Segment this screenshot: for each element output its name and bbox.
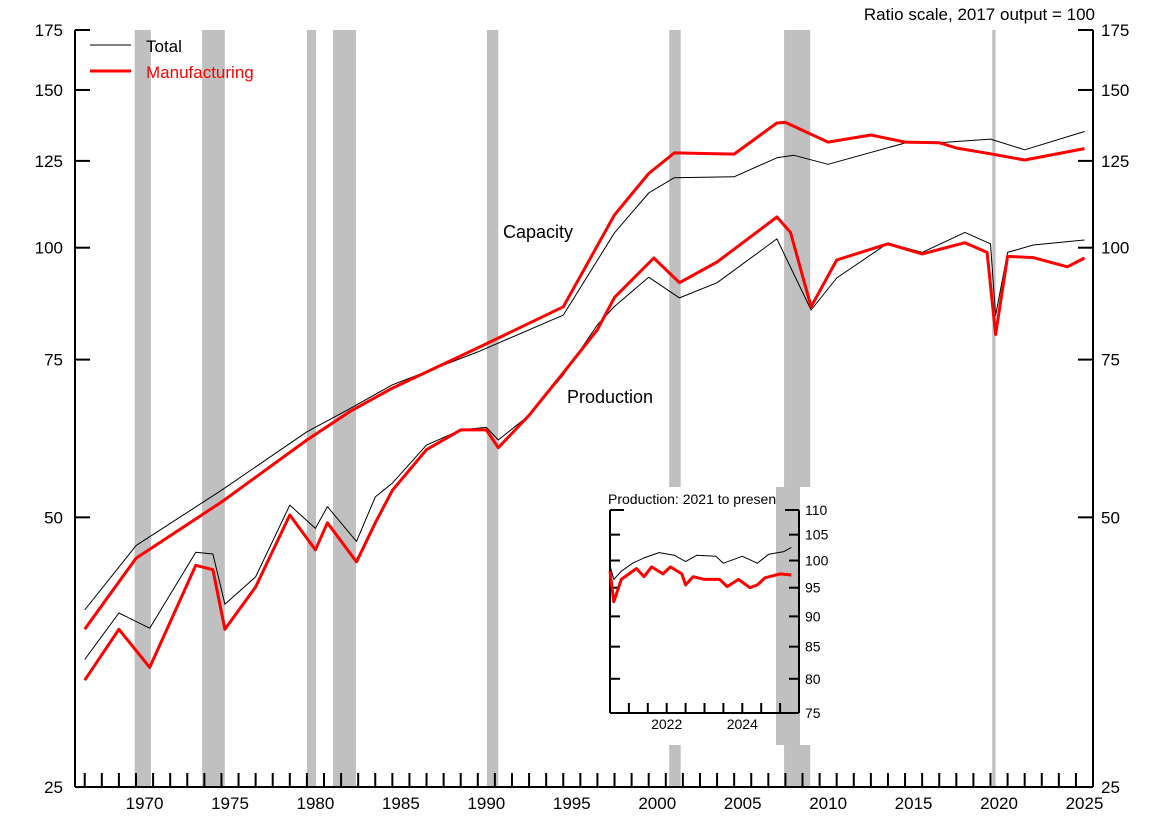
x-tick-label: 2010 xyxy=(809,794,847,813)
x-tick-label: 2015 xyxy=(895,794,933,813)
y-tick-label-left: 75 xyxy=(44,351,63,370)
legend-label-total: Total xyxy=(146,37,182,56)
y-tick-label-left: 25 xyxy=(44,778,63,797)
y-tick-label-left: 175 xyxy=(35,21,63,40)
y-tick-label-right: 125 xyxy=(1101,152,1129,171)
x-tick-label: 2025 xyxy=(1066,794,1104,813)
inset-chart: Production: 2021 to present 75 80 85 90 95 10… xyxy=(600,487,832,745)
x-tick-label: 1995 xyxy=(553,794,591,813)
inset-y-tick-label: 110 xyxy=(805,502,828,518)
inset-y-tick-label: 85 xyxy=(805,639,821,655)
production-manufacturing-line xyxy=(83,215,1086,682)
legend: Total Manufacturing xyxy=(90,37,254,82)
recession-band xyxy=(992,30,996,787)
inset-y-tick-label: 95 xyxy=(805,580,821,596)
legend-label-manufacturing: Manufacturing xyxy=(146,63,254,82)
recession-band xyxy=(486,30,499,787)
production-total-line xyxy=(84,231,1085,660)
y-tick-label-right: 100 xyxy=(1101,239,1129,258)
x-tick-label: 1985 xyxy=(382,794,420,813)
recession-bands xyxy=(134,30,996,787)
x-tick-label: 1975 xyxy=(211,794,249,813)
inset-total-line xyxy=(609,546,792,580)
inset-y-tick-label: 100 xyxy=(805,553,829,569)
recession-band xyxy=(202,30,225,787)
y-tick-label-right: 75 xyxy=(1101,351,1120,370)
x-tick-label: 2005 xyxy=(724,794,762,813)
main-axes: 25 25 50 50 75 75 100 100 125 125 150 150 175 175 1970… xyxy=(35,21,1130,813)
x-tick-label: 2020 xyxy=(980,794,1018,813)
annotation-capacity: Capacity xyxy=(503,222,573,242)
y-tick-label-left: 50 xyxy=(44,508,63,527)
capacity-manufacturing-line xyxy=(83,120,1085,631)
inset-x-tick-label: 2022 xyxy=(651,716,682,732)
y-tick-label-left: 150 xyxy=(35,81,63,100)
recession-band xyxy=(333,30,356,787)
inset-y-tick-label: 75 xyxy=(805,705,821,721)
y-tick-label-right: 25 xyxy=(1101,778,1120,797)
inset-title: Production: 2021 to present xyxy=(608,491,780,507)
inset-y-tick-label: 80 xyxy=(805,671,821,687)
recession-band xyxy=(669,30,681,787)
recession-band xyxy=(134,30,151,787)
y-tick-label-left: 100 xyxy=(35,239,63,258)
chart-subtitle: Ratio scale, 2017 output = 100 xyxy=(864,5,1095,24)
x-tick-label: 1980 xyxy=(297,794,335,813)
inset-y-tick-label: 90 xyxy=(805,608,821,624)
inset-x-tick-label: 2024 xyxy=(727,716,758,732)
capacity-total-line xyxy=(84,131,1085,611)
inset-y-tick-label: 105 xyxy=(805,527,829,543)
y-tick-label-left: 125 xyxy=(35,152,63,171)
inset-manufacturing-line xyxy=(608,565,792,604)
y-tick-label-right: 150 xyxy=(1101,81,1129,100)
x-tick-label: 1970 xyxy=(126,794,164,813)
recession-band xyxy=(306,30,316,787)
y-tick-label-right: 50 xyxy=(1101,508,1120,527)
annotation-production: Production xyxy=(567,387,653,407)
x-tick-label: 1990 xyxy=(467,794,505,813)
y-tick-label-right: 175 xyxy=(1101,21,1129,40)
x-tick-label: 2000 xyxy=(638,794,676,813)
main-series xyxy=(83,120,1086,682)
